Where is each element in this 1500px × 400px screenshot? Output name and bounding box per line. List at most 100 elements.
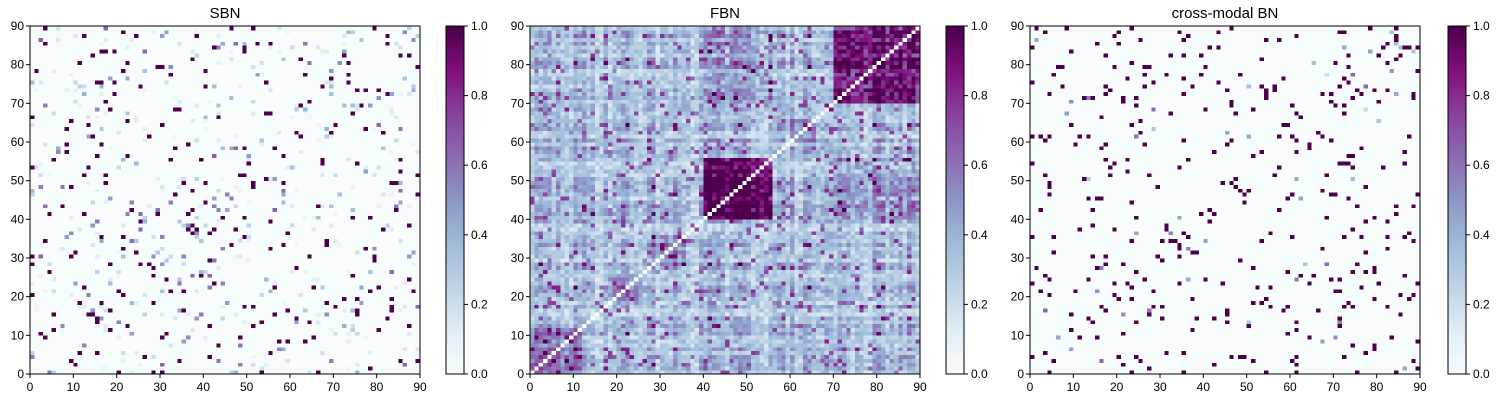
heatmap-cell: [260, 188, 265, 192]
heatmap-cell: [169, 215, 174, 219]
heatmap-cell: [385, 219, 390, 223]
heatmap-cell: [190, 231, 195, 235]
heatmap-cell: [234, 366, 239, 370]
heatmap-cell: [186, 351, 191, 355]
heatmap-cell: [195, 177, 200, 181]
heatmap-cell: [320, 181, 325, 185]
heatmap-cell: [69, 316, 74, 320]
heatmap-cell: [411, 185, 416, 189]
heatmap-cell: [160, 347, 165, 351]
heatmap-cell: [190, 359, 195, 363]
heatmap-cell: [377, 366, 382, 370]
heatmap-cell: [355, 359, 360, 363]
heatmap-cell: [39, 200, 44, 204]
heatmap-cell: [208, 304, 213, 308]
heatmap-cell: [39, 316, 44, 320]
heatmap-cell: [86, 161, 91, 165]
heatmap-cell: [320, 208, 325, 212]
heatmap-cell: [372, 304, 377, 308]
heatmap-cell: [212, 293, 217, 297]
heatmap-cell: [372, 355, 377, 359]
heatmap-cell: [325, 347, 330, 351]
heatmap-cell: [364, 308, 369, 312]
heatmap-cell: [225, 246, 230, 250]
heatmap-cell: [82, 212, 87, 216]
heatmap-cell: [342, 239, 347, 243]
heatmap-cell: [281, 273, 286, 277]
heatmap-cell: [43, 161, 48, 165]
heatmap-cell: [160, 208, 165, 212]
heatmap-cell: [359, 273, 364, 277]
heatmap-cell: [112, 181, 117, 185]
heatmap-cell: [277, 328, 282, 332]
heatmap-cell: [294, 331, 299, 335]
heatmap-cell: [342, 339, 347, 343]
heatmap-cell: [56, 239, 61, 243]
heatmap-cell: [394, 297, 399, 301]
heatmap-cell: [333, 331, 338, 335]
heatmap-cell: [134, 250, 139, 254]
heatmap-cell: [320, 165, 325, 169]
heatmap-cell: [338, 246, 343, 250]
heatmap-cell: [177, 157, 182, 161]
heatmap-cell: [164, 324, 169, 328]
heatmap-cell: [264, 188, 269, 192]
heatmap-cell: [346, 254, 351, 258]
heatmap-cell: [281, 362, 286, 366]
heatmap-cell: [234, 173, 239, 177]
heatmap-cell: [182, 239, 187, 243]
heatmap-cell: [238, 173, 243, 177]
heatmap-cell: [286, 316, 291, 320]
heatmap-cell: [78, 343, 83, 347]
heatmap-cell: [407, 262, 412, 266]
heatmap-cell: [377, 215, 382, 219]
heatmap-cell: [264, 355, 269, 359]
heatmap-cell: [260, 200, 265, 204]
heatmap-cell: [169, 177, 174, 181]
heatmap-cell: [134, 169, 139, 173]
heatmap-cell: [307, 285, 312, 289]
heatmap-cell: [151, 362, 156, 366]
heatmap-cell: [199, 359, 204, 363]
heatmap-cell: [30, 157, 35, 161]
heatmap-cell: [216, 181, 221, 185]
heatmap-cell: [411, 281, 416, 285]
heatmap-cell: [52, 161, 57, 165]
heatmap-cell: [216, 335, 221, 339]
heatmap-cell: [65, 231, 70, 235]
heatmap-cell: [225, 328, 230, 332]
heatmap-cell: [385, 301, 390, 305]
heatmap-cell: [247, 192, 252, 196]
heatmap-cell: [82, 304, 87, 308]
heatmap-cell: [160, 335, 165, 339]
heatmap-cell: [65, 181, 70, 185]
heatmap-cell: [320, 258, 325, 262]
heatmap-cell: [277, 355, 282, 359]
heatmap-cell: [73, 173, 78, 177]
heatmap-cell: [234, 161, 239, 165]
heatmap-cell: [346, 212, 351, 216]
heatmap-cell: [69, 161, 74, 165]
heatmap-cell: [251, 223, 256, 227]
heatmap-cell: [325, 208, 330, 212]
heatmap-cell: [346, 281, 351, 285]
heatmap-cell: [372, 250, 377, 254]
heatmap-cell: [73, 335, 78, 339]
heatmap-cell: [52, 355, 57, 359]
heatmap-cell: [329, 289, 334, 293]
heatmap-cell: [104, 192, 109, 196]
heatmap-cell: [281, 366, 286, 370]
heatmap-cell: [377, 343, 382, 347]
heatmap-cell: [251, 231, 256, 235]
heatmap-cell: [251, 351, 256, 355]
heatmap-cell: [355, 219, 360, 223]
heatmap-cell: [108, 215, 113, 219]
heatmap-cell: [385, 169, 390, 173]
heatmap-cell: [368, 355, 373, 359]
heatmap-cell: [242, 231, 247, 235]
heatmap-cell: [346, 285, 351, 289]
heatmap-cell: [381, 262, 386, 266]
heatmap-cell: [82, 324, 87, 328]
heatmap-cell: [372, 188, 377, 192]
heatmap-cell: [47, 281, 52, 285]
